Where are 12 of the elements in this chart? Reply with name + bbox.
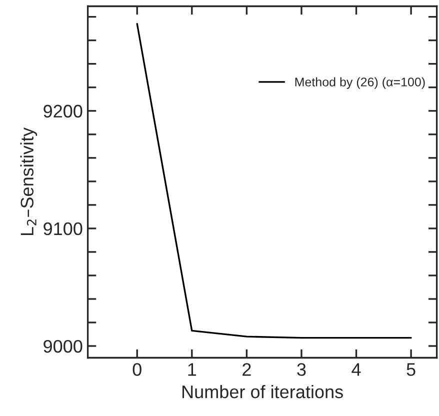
legend-label: Method by (26) (α=100) xyxy=(295,77,425,89)
x-tick-label: 3 xyxy=(297,363,306,376)
x-tick-label: 1 xyxy=(188,363,196,376)
x-tick-label: 5 xyxy=(406,363,416,376)
x-tick-label: 0 xyxy=(132,363,142,376)
x-axis-title: Number of iterations xyxy=(182,385,343,398)
x-tick-label: 2 xyxy=(242,363,251,376)
y-tick-label: 9200 xyxy=(44,104,82,118)
y-axis-title: L$_{2}$–Sensitivity xyxy=(20,128,38,236)
y-tick-label: 9100 xyxy=(44,222,82,236)
y-tick-label: 9000 xyxy=(44,340,82,353)
x-tick-label: 4 xyxy=(352,363,361,376)
